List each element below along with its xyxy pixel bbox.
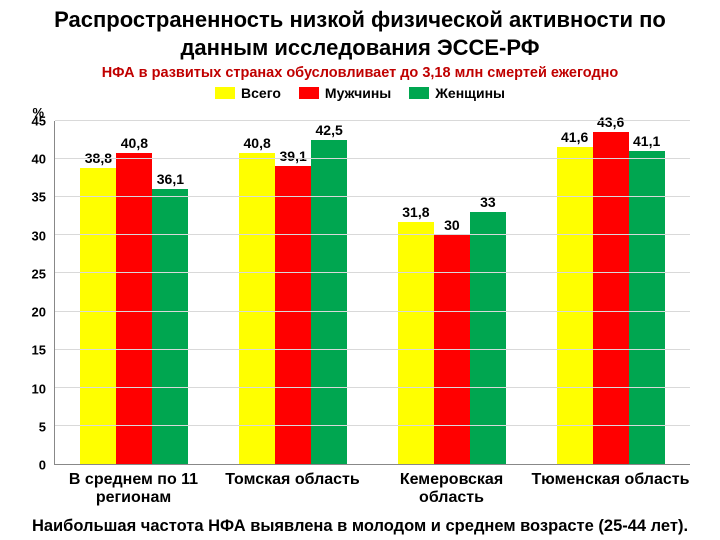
y-tick: 10 <box>32 381 46 396</box>
legend-label: Женщины <box>435 85 505 101</box>
bar: 30 <box>434 235 470 464</box>
bar-groups: 38,840,836,140,839,142,531,8303341,643,6… <box>55 121 690 464</box>
chart-subtitle: НФА в развитых странах обусловливает до … <box>10 65 710 81</box>
chart-area: % 051015202530354045 38,840,836,140,839,… <box>10 105 710 465</box>
bar-value-label: 39,1 <box>280 148 307 164</box>
bar: 41,1 <box>629 151 665 464</box>
page-title: Распространенность низкой физической акт… <box>10 6 710 61</box>
bar-value-label: 40,8 <box>121 135 148 151</box>
bar-group: 31,83033 <box>373 121 532 464</box>
y-tick: 15 <box>32 343 46 358</box>
bar-value-label: 41,6 <box>561 129 588 145</box>
x-axis-label: Тюменская область <box>531 471 690 508</box>
bar-value-label: 40,8 <box>244 135 271 151</box>
grid-line <box>55 349 690 350</box>
grid-line <box>55 387 690 388</box>
legend-swatch <box>299 87 319 99</box>
y-tick: 20 <box>32 305 46 320</box>
x-axis-label: Томская область <box>213 471 372 508</box>
bar: 41,6 <box>557 147 593 464</box>
grid-line <box>55 234 690 235</box>
x-axis-label: В среднем по 11 регионам <box>54 471 213 508</box>
y-tick: 30 <box>32 228 46 243</box>
bar-group: 41,643,641,1 <box>531 121 690 464</box>
grid-line <box>55 120 690 121</box>
bar-value-label: 31,8 <box>402 204 429 220</box>
legend-item: Всего <box>215 85 281 101</box>
bar: 40,8 <box>239 153 275 464</box>
grid-line <box>55 196 690 197</box>
x-axis-labels: В среднем по 11 регионамТомская областьК… <box>10 465 710 508</box>
legend-label: Мужчины <box>325 85 391 101</box>
y-tick: 40 <box>32 152 46 167</box>
chart-legend: Всего Мужчины Женщины <box>10 85 710 101</box>
bar: 43,6 <box>593 132 629 464</box>
bar: 39,1 <box>275 166 311 464</box>
chart-plot: 38,840,836,140,839,142,531,8303341,643,6… <box>54 121 690 465</box>
bar-group: 38,840,836,1 <box>55 121 214 464</box>
bar: 31,8 <box>398 222 434 464</box>
bar: 42,5 <box>311 140 347 464</box>
y-axis: 051015202530354045 <box>16 121 54 465</box>
legend-swatch <box>409 87 429 99</box>
bar: 33 <box>470 212 506 464</box>
y-tick: 35 <box>32 190 46 205</box>
y-tick: 25 <box>32 266 46 281</box>
bar-value-label: 41,1 <box>633 133 660 149</box>
x-axis-label: Кемеровская область <box>372 471 531 508</box>
bar: 40,8 <box>116 153 152 464</box>
y-tick: 0 <box>39 458 46 473</box>
bar-value-label: 43,6 <box>597 114 624 130</box>
bar-value-label: 36,1 <box>157 171 184 187</box>
y-tick: 45 <box>32 114 46 129</box>
legend-label: Всего <box>241 85 281 101</box>
legend-swatch <box>215 87 235 99</box>
footer-caption: Наибольшая частота НФА выявлена в молодо… <box>10 516 710 537</box>
bar-group: 40,839,142,5 <box>214 121 373 464</box>
bar-value-label: 42,5 <box>316 122 343 138</box>
y-tick: 5 <box>39 419 46 434</box>
legend-item: Мужчины <box>299 85 391 101</box>
grid-line <box>55 311 690 312</box>
grid-line <box>55 425 690 426</box>
bar: 36,1 <box>152 189 188 464</box>
legend-item: Женщины <box>409 85 505 101</box>
bar: 38,8 <box>80 168 116 464</box>
bar-value-label: 30 <box>444 217 460 233</box>
grid-line <box>55 272 690 273</box>
grid-line <box>55 158 690 159</box>
